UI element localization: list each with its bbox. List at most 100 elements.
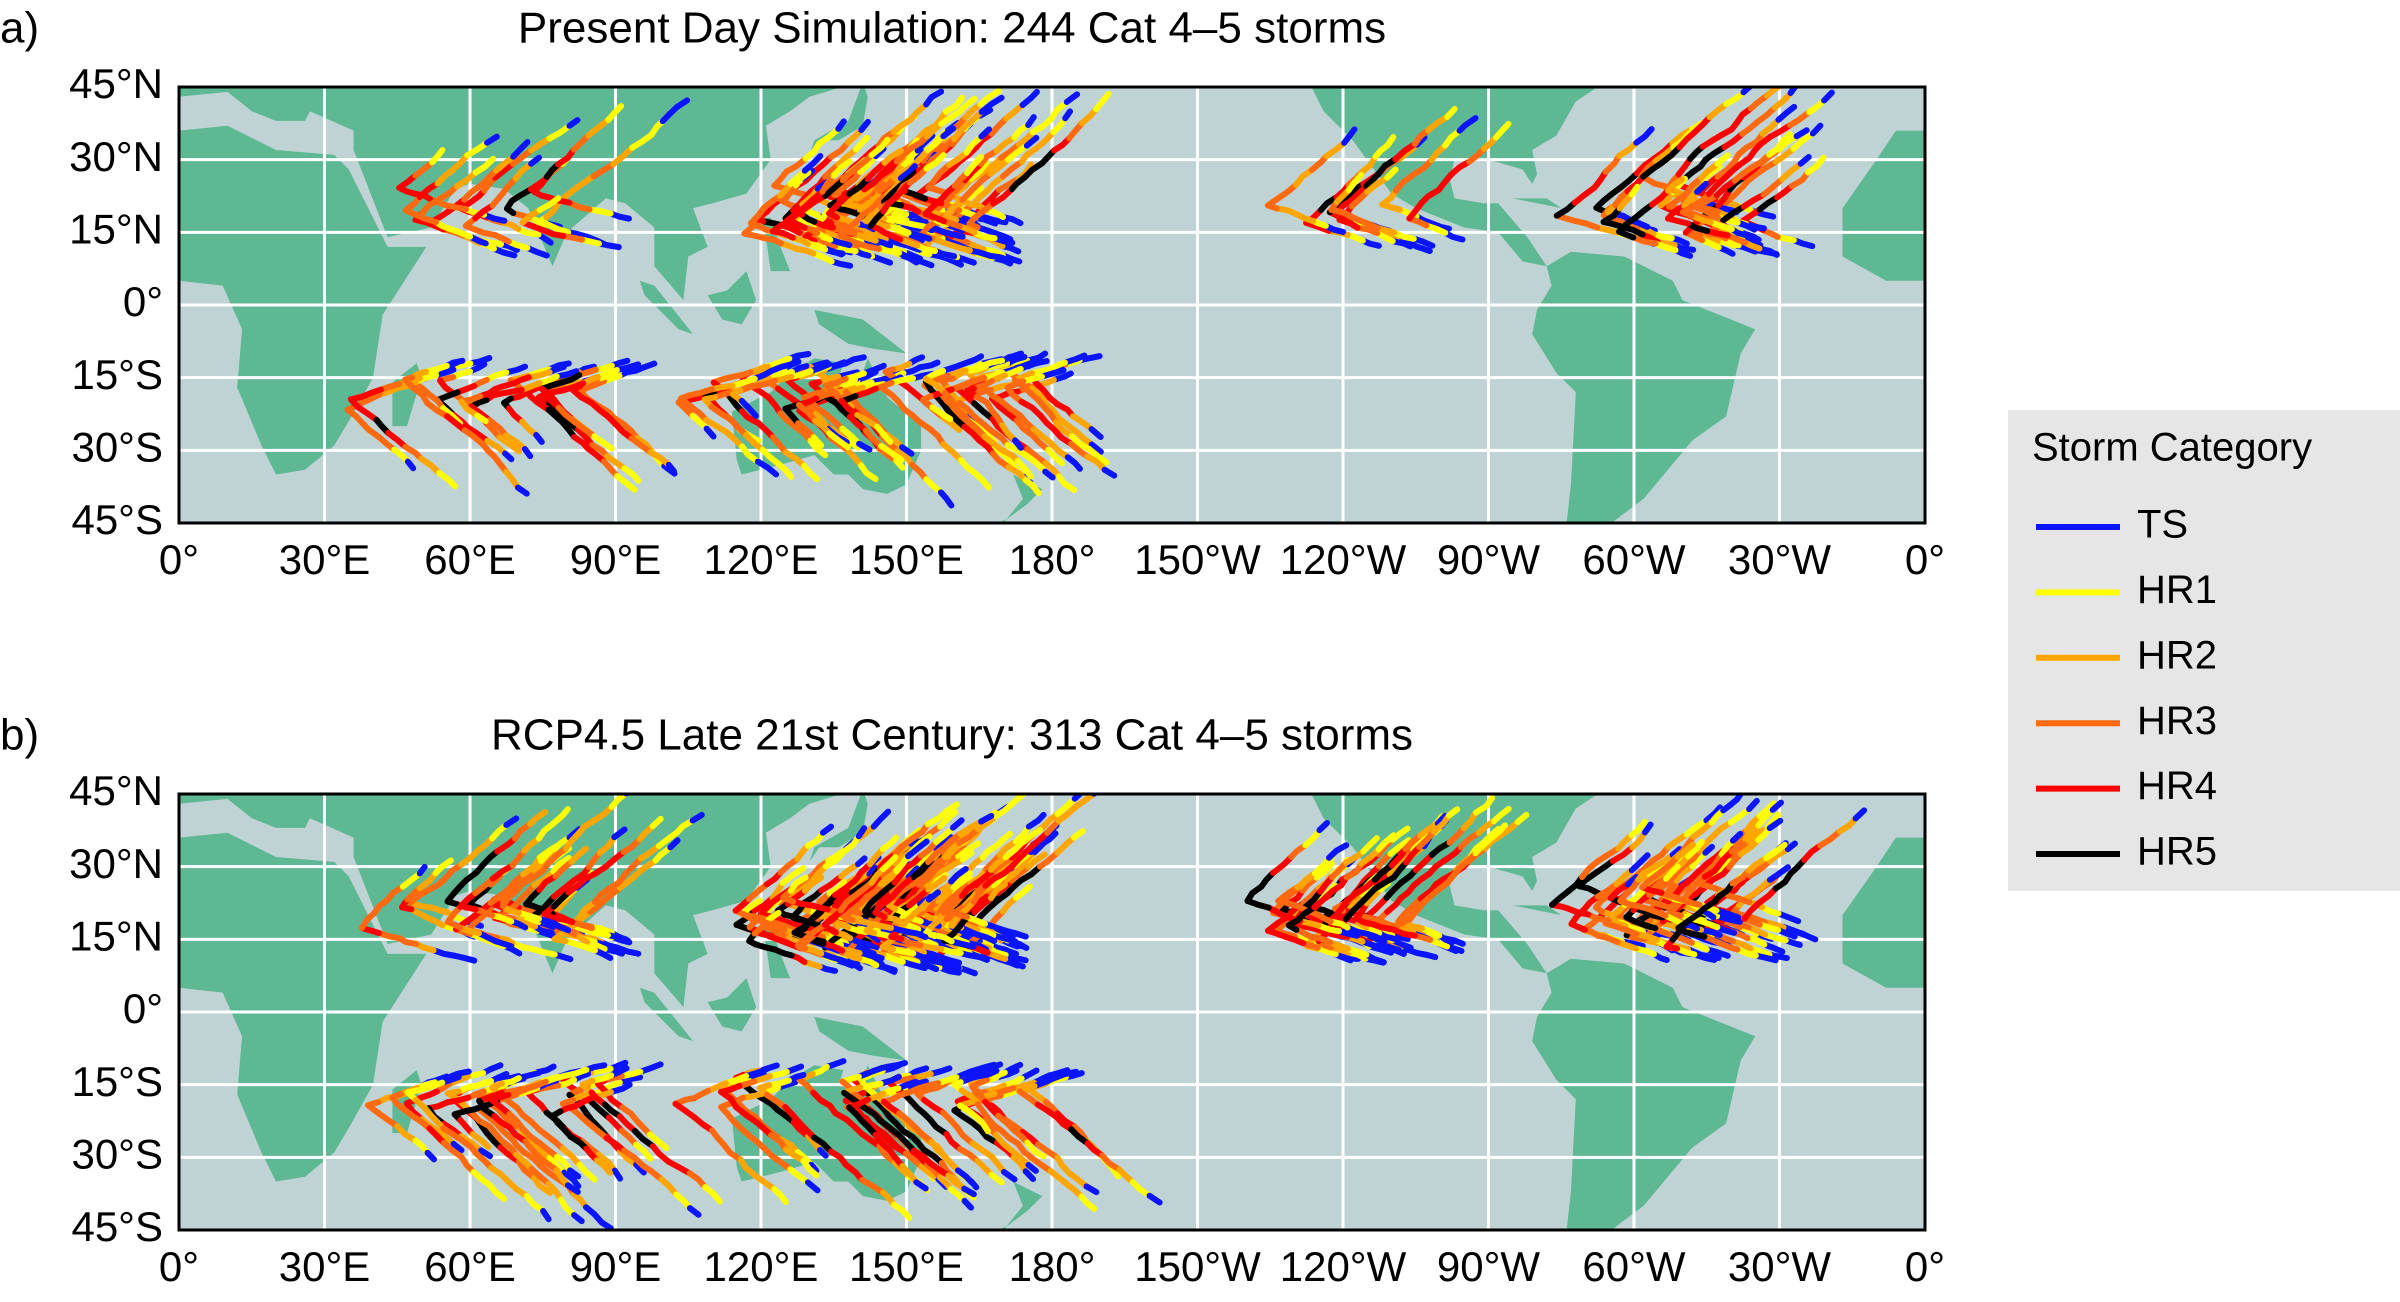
land xyxy=(814,309,907,354)
storm-track xyxy=(1702,144,1728,163)
storm-track xyxy=(1696,832,1717,854)
lon-tick-label: 90°W xyxy=(1437,536,1541,583)
storm-track xyxy=(973,1114,991,1135)
storm-track xyxy=(1048,440,1071,461)
storm-track xyxy=(493,153,517,174)
storm-track xyxy=(914,1086,931,1103)
storm-track xyxy=(1571,184,1598,206)
storm-track xyxy=(791,923,809,940)
storm-track xyxy=(528,1118,550,1139)
storm-track xyxy=(1762,841,1788,862)
storm-track xyxy=(959,183,978,203)
storm-track xyxy=(555,146,577,168)
storm-track xyxy=(1633,155,1658,177)
storm-track xyxy=(416,1079,446,1094)
storm-track xyxy=(1017,826,1043,847)
storm-track xyxy=(1000,1168,1018,1183)
storm-track xyxy=(1447,158,1473,179)
storm-track xyxy=(910,859,932,880)
storm-track xyxy=(839,947,863,962)
storm-track xyxy=(974,926,997,939)
storm-track xyxy=(1633,857,1656,879)
storm-track xyxy=(1018,1067,1040,1082)
storm-track xyxy=(672,1100,698,1121)
storm-track xyxy=(917,839,940,859)
storm-track xyxy=(729,387,745,404)
storm-track xyxy=(430,947,458,959)
storm-track xyxy=(377,380,403,393)
lon-tick-label: 90°E xyxy=(570,1243,662,1290)
storm-track xyxy=(876,445,900,464)
storm-track xyxy=(837,220,858,239)
storm-track xyxy=(941,158,963,179)
storm-track xyxy=(968,1061,998,1075)
storm-track xyxy=(1801,842,1824,863)
storm-track xyxy=(810,434,825,449)
storm-track xyxy=(594,367,620,381)
storm-track xyxy=(515,1158,537,1181)
storm-track xyxy=(1726,851,1744,871)
storm-track xyxy=(856,950,885,962)
storm-track xyxy=(488,1071,510,1085)
storm-track xyxy=(550,889,572,910)
storm-track xyxy=(1372,142,1391,160)
storm-track xyxy=(926,1159,952,1179)
storm-track xyxy=(1306,933,1334,946)
storm-track xyxy=(1034,1141,1061,1161)
storm-track xyxy=(1328,199,1346,216)
storm-track xyxy=(1328,859,1349,881)
storm-track xyxy=(458,1133,485,1154)
storm-track xyxy=(729,375,758,389)
storm-track xyxy=(933,834,954,853)
storm-track xyxy=(1706,100,1730,121)
storm-track xyxy=(751,367,775,382)
storm-track xyxy=(999,894,1020,915)
storm-track xyxy=(1836,815,1859,835)
storm-track xyxy=(1341,126,1358,146)
storm-track xyxy=(971,170,994,190)
storm-track xyxy=(893,853,912,875)
storm-track xyxy=(808,379,824,395)
storm-track xyxy=(464,139,491,159)
storm-track xyxy=(982,870,1008,889)
storm-track xyxy=(1384,166,1399,181)
panel-title: Present Day Simulation: 244 Cat 4–5 stor… xyxy=(518,4,1386,53)
storm-track xyxy=(1417,820,1441,839)
storm-track xyxy=(895,398,916,419)
storm-track xyxy=(1742,822,1762,842)
storm-track xyxy=(590,161,617,180)
storm-track xyxy=(978,94,1005,115)
lat-tick-label: 45°S xyxy=(71,1203,163,1250)
storm-track xyxy=(1759,116,1782,137)
storm-track xyxy=(1265,904,1287,919)
storm-track xyxy=(1012,823,1032,845)
storm-track xyxy=(988,428,1011,448)
lat-tick-label: 15°S xyxy=(71,1058,163,1105)
storm-track xyxy=(822,375,849,389)
storm-track xyxy=(1724,184,1746,205)
storm-track xyxy=(576,1161,598,1183)
storm-track xyxy=(972,866,994,887)
storm-track xyxy=(589,1099,612,1121)
land xyxy=(639,280,694,335)
storm-track xyxy=(703,416,730,436)
storm-track xyxy=(1008,174,1028,193)
storm-track xyxy=(1745,855,1769,874)
storm-track xyxy=(922,375,949,396)
storm-track xyxy=(605,409,627,428)
storm-track xyxy=(1607,881,1631,902)
storm-track xyxy=(623,794,630,797)
storm-track xyxy=(909,1070,934,1081)
land xyxy=(179,87,842,301)
storm-track xyxy=(1444,864,1463,886)
storm-track xyxy=(930,958,960,971)
lon-tick-label: 120°E xyxy=(704,1243,819,1290)
storm-track xyxy=(1025,114,1037,129)
storm-track xyxy=(835,118,847,132)
storm-track xyxy=(1633,201,1655,221)
storm-track xyxy=(655,829,680,850)
storm-track xyxy=(1054,1114,1075,1133)
storm-track xyxy=(384,883,406,904)
storm-track xyxy=(737,1124,761,1145)
storm-track xyxy=(1775,910,1802,925)
